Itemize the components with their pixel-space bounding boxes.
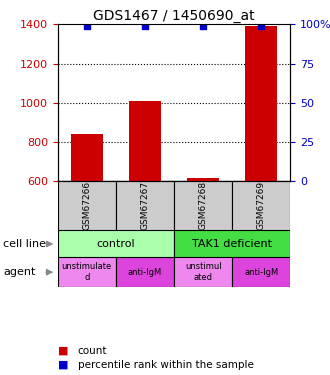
Bar [71,134,103,182]
Text: cell line: cell line [3,239,46,249]
Bar [174,231,290,257]
Text: control: control [97,239,135,249]
Text: TAK1 deficient: TAK1 deficient [192,239,272,249]
Bar [58,257,116,287]
Point [201,23,206,29]
Text: count: count [78,346,107,355]
Bar [116,257,174,287]
Point [259,23,264,29]
Text: anti-IgM: anti-IgM [128,268,162,277]
Bar [232,257,290,287]
Text: unstimulate
d: unstimulate d [62,262,112,282]
Text: agent: agent [3,267,36,277]
Bar [129,101,161,182]
Text: GSM67269: GSM67269 [257,182,266,231]
Bar [174,182,232,231]
Bar [187,178,219,182]
Point [142,23,148,29]
Text: anti-IgM: anti-IgM [244,268,279,277]
Text: ■: ■ [58,346,68,355]
Title: GDS1467 / 1450690_at: GDS1467 / 1450690_at [93,9,255,23]
Text: GSM67266: GSM67266 [82,182,91,231]
Text: percentile rank within the sample: percentile rank within the sample [78,360,253,369]
Text: ■: ■ [58,360,68,369]
Bar [116,182,174,231]
Text: GSM67267: GSM67267 [141,182,149,231]
Bar [245,26,277,182]
Bar [232,182,290,231]
Bar [174,257,232,287]
Point [84,23,89,29]
Text: GSM67268: GSM67268 [199,182,208,231]
Bar [58,231,174,257]
Text: unstimul
ated: unstimul ated [185,262,221,282]
Bar [58,182,116,231]
